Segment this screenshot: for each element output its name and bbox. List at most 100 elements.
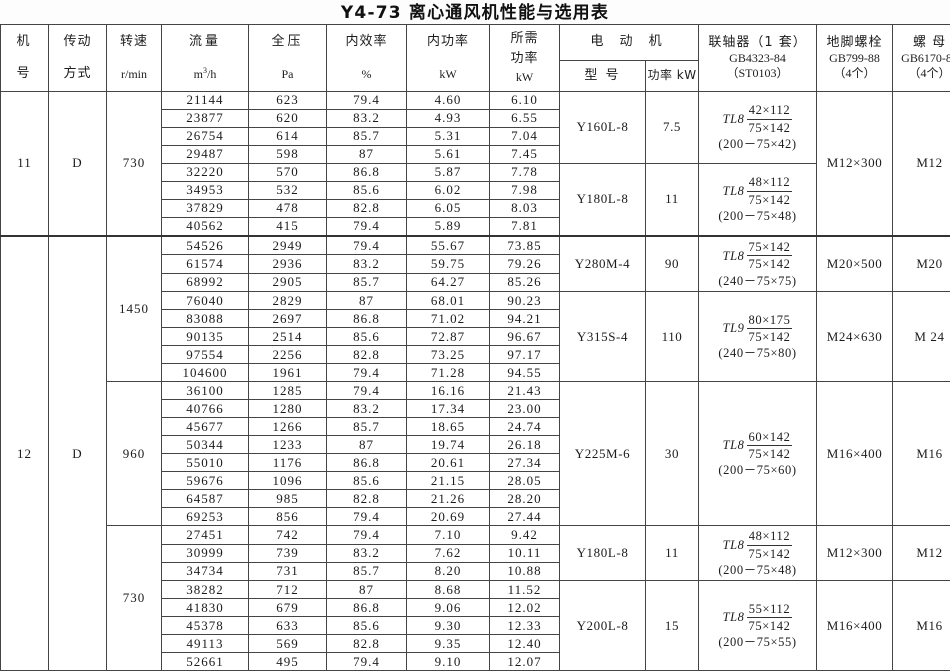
- cell-required-power: 21.43: [490, 382, 560, 400]
- cell-flow: 37829: [162, 200, 249, 218]
- cell-anchor-bolt: M20×500: [817, 236, 893, 292]
- cell-motor-power: 7.5: [646, 92, 699, 164]
- cell-required-power: 97.17: [490, 346, 560, 364]
- cell-efficiency: 82.8: [327, 490, 407, 508]
- cell-inner-power: 9.35: [407, 635, 490, 653]
- cell-required-power: 96.67: [490, 328, 560, 346]
- cell-flow: 30999: [162, 544, 249, 562]
- cell-efficiency: 87: [327, 436, 407, 454]
- cell-flow: 64587: [162, 490, 249, 508]
- cell-pressure: 620: [249, 110, 327, 128]
- cell-inner-power: 9.10: [407, 653, 490, 671]
- header-inner-power-unit: kW: [407, 67, 489, 82]
- coupling-denominator: 75×142: [747, 618, 793, 633]
- cell-flow: 34953: [162, 182, 249, 200]
- header-coupling: 联轴器（1 套） GB4323-84 （ST0103）: [699, 25, 817, 92]
- cell-flow: 38282: [162, 581, 249, 599]
- cell-pressure: 633: [249, 617, 327, 635]
- header-flow-label: 流量: [162, 34, 248, 50]
- cell-nut: M16: [893, 581, 950, 671]
- cell-efficiency: 85.6: [327, 472, 407, 490]
- coupling-numerator: 48×112: [747, 175, 793, 191]
- header-speed-label: 转速: [107, 34, 161, 50]
- cell-flow: 40562: [162, 218, 249, 237]
- cell-inner-power: 73.25: [407, 346, 490, 364]
- cell-flow: 52661: [162, 653, 249, 671]
- cell-pressure: 569: [249, 635, 327, 653]
- cell-flow: 45378: [162, 617, 249, 635]
- cell-pressure: 2514: [249, 328, 327, 346]
- coupling-numerator: 80×175: [747, 313, 793, 329]
- cell-speed: 960: [107, 382, 162, 526]
- cell-inner-power: 19.74: [407, 436, 490, 454]
- cell-drive-type: D: [49, 236, 107, 671]
- cell-inner-power: 20.61: [407, 454, 490, 472]
- cell-pressure: 1961: [249, 364, 327, 382]
- cell-required-power: 85.26: [490, 273, 560, 291]
- cell-efficiency: 86.8: [327, 454, 407, 472]
- cell-inner-power: 55.67: [407, 236, 490, 255]
- header-inner-power: 内功率 kW: [407, 25, 490, 92]
- coupling-denominator: 75×142: [747, 546, 793, 561]
- cell-flow: 68992: [162, 273, 249, 291]
- coupling-denominator: 75×142: [747, 329, 793, 344]
- coupling-denominator: 75×142: [747, 192, 793, 207]
- cell-efficiency: 87: [327, 146, 407, 164]
- cell-speed: 730: [107, 92, 162, 237]
- cell-motor-model: Y180L-8: [560, 526, 646, 581]
- cell-pressure: 2256: [249, 346, 327, 364]
- cell-inner-power: 18.65: [407, 418, 490, 436]
- cell-required-power: 10.88: [490, 562, 560, 580]
- cell-flow: 29487: [162, 146, 249, 164]
- cell-required-power: 10.11: [490, 544, 560, 562]
- cell-flow: 21144: [162, 92, 249, 110]
- cell-inner-power: 20.69: [407, 508, 490, 526]
- header-pressure: 全压 Pa: [249, 25, 327, 92]
- header-nut-line1: 螺 母: [893, 35, 950, 51]
- cell-efficiency: 79.4: [327, 364, 407, 382]
- cell-required-power: 7.04: [490, 128, 560, 146]
- header-coupling-line2: GB4323-84: [699, 51, 816, 66]
- header-flow-unit: m3/h: [162, 66, 248, 82]
- cell-motor-power: 30: [646, 382, 699, 526]
- header-coupling-line3: （ST0103）: [699, 66, 816, 81]
- cell-efficiency: 79.4: [327, 218, 407, 237]
- cell-required-power: 73.85: [490, 236, 560, 255]
- cell-flow: 54526: [162, 236, 249, 255]
- cell-inner-power: 64.27: [407, 273, 490, 291]
- cell-motor-power: 110: [646, 292, 699, 382]
- cell-flow: 34734: [162, 562, 249, 580]
- cell-efficiency: 85.6: [327, 182, 407, 200]
- cell-pressure: 1285: [249, 382, 327, 400]
- cell-pressure: 739: [249, 544, 327, 562]
- cell-inner-power: 6.02: [407, 182, 490, 200]
- coupling-prefix: TL9: [723, 321, 745, 335]
- cell-flow: 90135: [162, 328, 249, 346]
- cell-inner-power: 68.01: [407, 292, 490, 310]
- cell-anchor-bolt: M16×400: [817, 382, 893, 526]
- cell-anchor-bolt: M16×400: [817, 581, 893, 671]
- header-drive-type-line1: 传动: [49, 34, 106, 50]
- cell-efficiency: 83.2: [327, 255, 407, 273]
- cell-inner-power: 7.10: [407, 526, 490, 544]
- cell-required-power: 28.20: [490, 490, 560, 508]
- cell-required-power: 23.00: [490, 400, 560, 418]
- cell-efficiency: 79.4: [327, 508, 407, 526]
- cell-flow: 69253: [162, 508, 249, 526]
- header-row-top: 机 号 传动 方式 转速 r/min 流量 m3/h 全压 Pa: [1, 25, 950, 61]
- cell-flow: 41830: [162, 599, 249, 617]
- cell-pressure: 742: [249, 526, 327, 544]
- cell-efficiency: 79.4: [327, 653, 407, 671]
- cell-pressure: 570: [249, 164, 327, 182]
- cell-required-power: 94.55: [490, 364, 560, 382]
- header-efficiency-unit: %: [327, 67, 406, 82]
- cell-pressure: 1176: [249, 454, 327, 472]
- coupling-prefix: TL8: [723, 249, 745, 263]
- header-drive-type-line2: 方式: [49, 66, 106, 82]
- header-coupling-line1: 联轴器（1 套）: [699, 35, 816, 51]
